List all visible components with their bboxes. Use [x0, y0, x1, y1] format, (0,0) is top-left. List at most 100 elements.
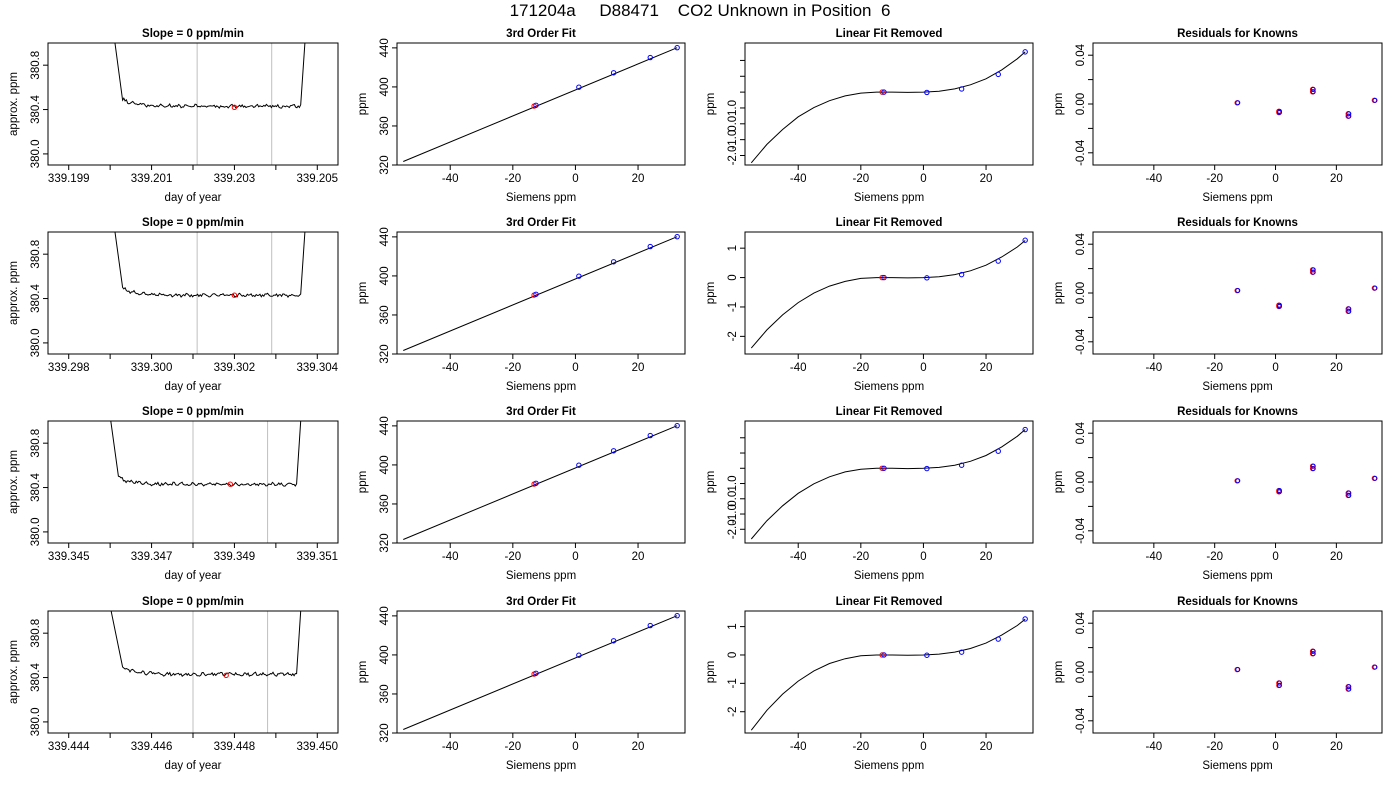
concentration-trace [114, 43, 306, 109]
x-axis-label: Siemens ppm [1202, 192, 1272, 204]
x-tick-label: 20 [632, 173, 645, 185]
y-tick-label: -0.04 [1075, 707, 1087, 734]
plot-area [114, 43, 306, 165]
y-tick-label: 1.0 [727, 476, 739, 492]
y-axis-label: ppm [1053, 471, 1065, 493]
concentration-trace [110, 611, 302, 677]
y-tick-label: 0.04 [1075, 232, 1087, 255]
x-axis-label: day of year [165, 381, 222, 393]
known-point [576, 84, 582, 90]
x-tick-label: 339.205 [296, 173, 338, 185]
plot-area [750, 237, 1028, 349]
x-axis-label: Siemens ppm [1202, 570, 1272, 582]
x-tick-label: -20 [1206, 362, 1223, 374]
x-tick-label: 20 [980, 551, 993, 563]
plot-area [750, 49, 1028, 164]
x-tick-label: 20 [1330, 362, 1343, 374]
unknown-point [879, 274, 885, 281]
fit-line [403, 615, 678, 730]
plot-frame [396, 231, 686, 355]
y-axis-label: ppm [705, 471, 717, 493]
residual-point [1346, 492, 1352, 498]
residual-point [1372, 97, 1378, 103]
plot-frame [744, 42, 1034, 166]
x-tick-label: 0 [920, 362, 926, 374]
x-tick-label: -20 [505, 362, 522, 374]
y-tick-label: -2 [727, 331, 739, 341]
known-point [533, 670, 539, 676]
known-point [533, 102, 539, 108]
x-tick-label: 0 [920, 741, 926, 753]
known-point [995, 636, 1001, 642]
known-point [647, 432, 653, 439]
x-tick-label: 339.345 [48, 551, 90, 563]
residual-point [1276, 680, 1282, 686]
residual-point [1235, 667, 1241, 673]
panel-title: Slope = 0 ppm/min [142, 217, 244, 229]
residual-point [1372, 285, 1378, 291]
x-tick-label: 339.302 [214, 362, 256, 374]
x-axis-label: Siemens ppm [506, 192, 576, 204]
y-tick-label: 1 [727, 245, 739, 251]
x-tick-label: 0 [920, 551, 926, 563]
x-axis-label: Siemens ppm [854, 570, 924, 582]
y-tick-label: 0.00 [1075, 471, 1087, 493]
panel-title: Slope = 0 ppm/min [142, 406, 244, 418]
residual-point [1346, 490, 1352, 496]
x-tick-label: -40 [442, 551, 459, 563]
y-tick-label: -1.0 [727, 504, 739, 524]
y-tick-label: 380.4 [30, 95, 42, 124]
x-tick-label: 0 [572, 741, 578, 753]
residual-point [1346, 686, 1352, 692]
y-tick-label: 440 [379, 38, 391, 57]
plot-frame [744, 420, 1034, 544]
plot-area [403, 44, 680, 162]
x-tick-label: -40 [442, 362, 459, 374]
y-tick-label: 320 [379, 344, 391, 363]
fit-line [403, 236, 678, 351]
y-tick-label: -0.04 [1075, 139, 1087, 166]
known-point [576, 273, 582, 279]
known-point [533, 291, 539, 297]
x-tick-label: -40 [790, 741, 807, 753]
y-tick-label: 440 [379, 227, 391, 246]
y-axis-label: ppm [705, 661, 717, 683]
residual-point [1276, 489, 1282, 495]
x-tick-label: -40 [790, 551, 807, 563]
y-tick-label: 0.00 [1075, 93, 1087, 115]
x-tick-label: 0 [920, 173, 926, 185]
y-tick-label: 0.0 [727, 491, 739, 507]
y-tick-label: -1.0 [727, 130, 739, 150]
known-point [995, 448, 1001, 454]
y-axis-label: ppm [1053, 661, 1065, 683]
x-tick-label: -20 [853, 551, 870, 563]
panel-title: Residuals for Knowns [1177, 217, 1298, 229]
y-tick-label: 440 [379, 416, 391, 435]
fit-line [403, 47, 678, 162]
panel-title: Linear Fit Removed [836, 217, 943, 229]
x-tick-label: 20 [632, 362, 645, 374]
concentration-trace [114, 232, 306, 298]
cubic-fit-panel-1: 3rd Order Fit -40 -20 0 20 320 360 400 440 Siemen… [357, 28, 686, 204]
known-point [924, 652, 930, 658]
cubic-fit-panel-2: 3rd Order Fit -40 -20 0 20 320 360 400 440 Siemen… [357, 217, 686, 393]
residual-point [1235, 100, 1241, 106]
unknown-point [879, 465, 885, 471]
x-tick-label: 339.444 [48, 741, 90, 753]
x-tick-label: 20 [980, 362, 993, 374]
known-point [647, 54, 653, 61]
x-tick-label: 339.203 [214, 173, 256, 185]
x-tick-label: 339.349 [214, 551, 256, 563]
plot-area [110, 421, 302, 543]
residual-point [1276, 303, 1282, 309]
residual-point [1346, 113, 1352, 119]
y-tick-label: 1.0 [727, 100, 739, 116]
residual-curve [750, 429, 1026, 540]
known-point [1022, 237, 1028, 243]
known-point [576, 462, 582, 468]
y-tick-label: 380.0 [30, 140, 42, 169]
y-tick-label: 0.04 [1075, 43, 1087, 66]
x-tick-label: -20 [853, 741, 870, 753]
residuals-panel-4: Residuals for Knowns -40 -20 0 20 -0.04 0.00 0.… [1053, 596, 1383, 772]
plot-area [1234, 267, 1378, 314]
